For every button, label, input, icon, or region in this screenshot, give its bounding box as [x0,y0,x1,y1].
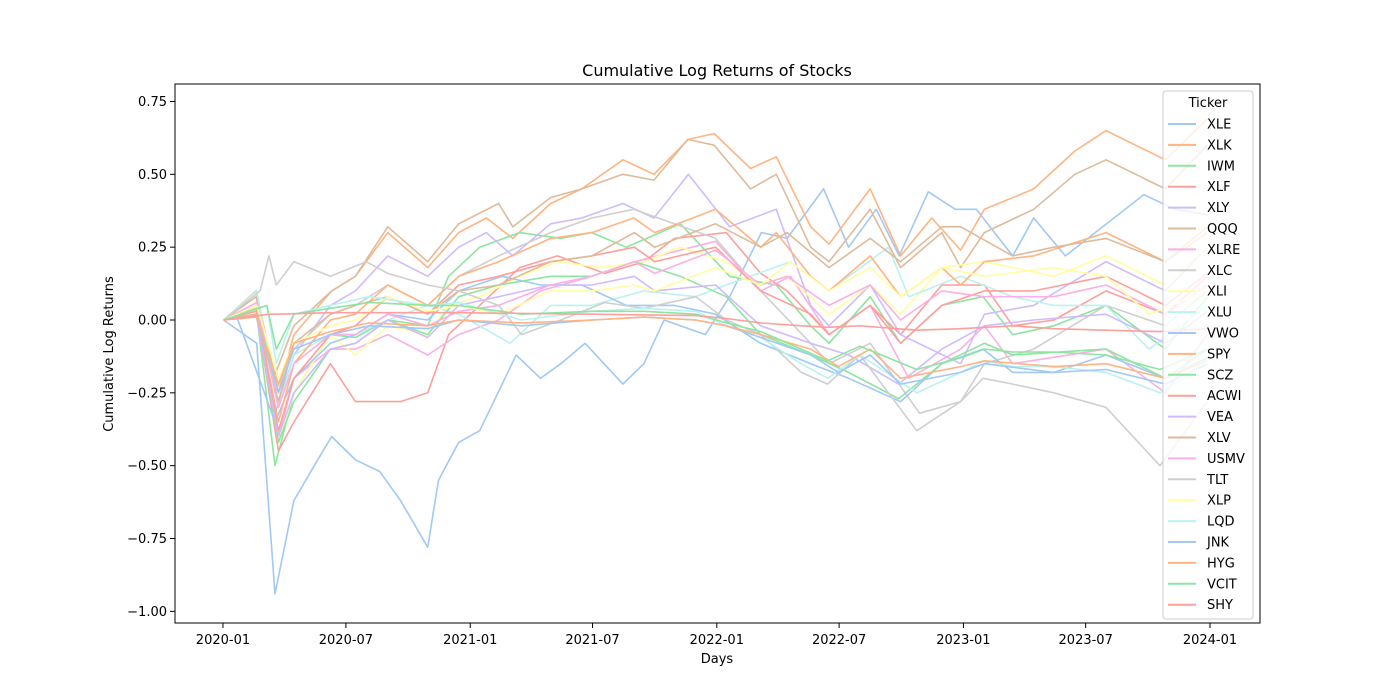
legend-item-acwi: ACWI [1168,389,1241,404]
x-tick-label: 2021-01 [443,633,497,648]
x-tick-label: 2023-01 [936,633,990,648]
legend-item-jnk: JNK [1168,536,1230,551]
legend-item-xlre: XLRE [1168,243,1240,258]
series-line-tlt [223,255,1208,467]
legend-item-qqq: QQQ [1168,222,1238,237]
legend-label: XLV [1207,431,1231,446]
legend-label: SPY [1207,347,1231,362]
y-axis: −1.00 −0.75 −0.50 −0.25 0.00 0.25 0.50 0.75 [127,95,175,620]
y-tick-label: 0.25 [138,241,167,256]
y-tick-label: 0.50 [138,168,167,183]
legend-item-iwm: IWM [1168,159,1235,174]
legend-label: QQQ [1207,222,1238,237]
legend-label: SHY [1207,598,1233,613]
legend-label: XLC [1207,264,1232,279]
legend-item-hyg: HYG [1168,556,1235,571]
y-tick-label: 0.00 [138,313,167,328]
chart-title: Cumulative Log Returns of Stocks [582,61,852,80]
legend-label: LQD [1207,515,1235,530]
legend-item-shy: SHY [1168,598,1233,613]
legend-label: VCIT [1207,577,1237,592]
legend-item-vcit: VCIT [1168,577,1237,592]
legend-item-xle: XLE [1168,118,1231,133]
legend-item-xlc: XLC [1168,264,1232,279]
legend-items: XLE XLK IWM XLF XLY QQQ XLRE XLC XLI XLU VWO SPY SCZ… [1168,118,1245,613]
legend-label: XLI [1207,285,1227,300]
y-tick-label: −0.25 [127,386,167,401]
legend-box [1162,90,1254,620]
legend: Ticker XLE XLK IWM XLF XLY QQQ XLRE XLC XLI XLU VW… [1162,90,1254,620]
x-axis-label: Days [701,652,734,667]
legend-item-xlf: XLF [1168,180,1231,195]
x-tick-label: 2022-01 [690,633,744,648]
legend-label: ACWI [1207,389,1241,404]
legend-label: USMV [1207,452,1245,467]
legend-label: XLP [1207,494,1231,509]
series-line-vwo [223,275,1208,423]
x-tick-label: 2023-07 [1059,633,1113,648]
series-line-usmv [223,249,1208,409]
x-tick-label: 2020-01 [196,633,250,648]
legend-item-usmv: USMV [1168,452,1245,467]
y-axis-label: Cumulative Log Returns [102,276,117,432]
legend-label: HYG [1207,556,1235,571]
series-line-vcit [223,301,1208,371]
x-tick-label: 2020-07 [319,633,373,648]
y-tick-label: −1.00 [127,605,167,620]
legend-label: JNK [1206,536,1230,551]
legend-label: SCZ [1207,368,1233,383]
legend-label: IWM [1207,159,1235,174]
series-line-iwm [223,223,1208,467]
series-line-xlu [223,246,1208,409]
legend-item-tlt: TLT [1168,473,1228,488]
legend-label: VEA [1207,410,1233,425]
series-line-xlre [223,240,1208,438]
legend-item-scz: SCZ [1168,368,1233,383]
legend-label: VWO [1207,327,1239,342]
x-axis: 2020-01 2020-07 2021-01 2021-07 2022-01 2022-… [196,623,1237,648]
legend-item-vwo: VWO [1168,327,1239,342]
y-tick-label: 0.75 [138,95,167,110]
legend-item-xlv: XLV [1168,431,1231,446]
series-layer [223,118,1209,595]
series-line-shy [223,311,1208,333]
x-tick-label: 2024-01 [1183,633,1237,648]
series-line-vea [223,275,1208,438]
legend-title: Ticker [1188,96,1228,111]
legend-item-xli: XLI [1168,285,1227,300]
legend-item-xlp: XLP [1168,494,1231,509]
legend-label: TLT [1206,473,1228,488]
legend-label: XLY [1207,201,1229,216]
legend-item-xlu: XLU [1168,306,1232,321]
series-line-xlf [223,231,1208,452]
series-line-xli [223,246,1208,444]
legend-item-xlk: XLK [1168,138,1232,153]
legend-item-xly: XLY [1168,201,1229,216]
legend-item-spy: SPY [1168,347,1231,362]
x-tick-label: 2021-07 [565,633,619,648]
legend-label: XLK [1207,138,1232,153]
legend-label: XLF [1207,180,1231,195]
plot-area-frame [174,83,1261,624]
series-line-qqq [223,138,1208,380]
series-line-xlv [223,223,1208,403]
legend-item-vea: VEA [1168,410,1233,425]
legend-item-lqd: LQD [1168,515,1235,530]
legend-label: XLE [1207,118,1231,133]
y-tick-label: −0.75 [127,532,167,547]
legend-label: XLRE [1207,243,1240,258]
legend-label: XLU [1207,306,1232,321]
series-line-xlp [223,260,1208,380]
series-line-hyg [223,316,1208,385]
y-tick-label: −0.50 [127,459,167,474]
x-tick-label: 2022-07 [812,633,866,648]
series-line-xle [223,188,1209,595]
